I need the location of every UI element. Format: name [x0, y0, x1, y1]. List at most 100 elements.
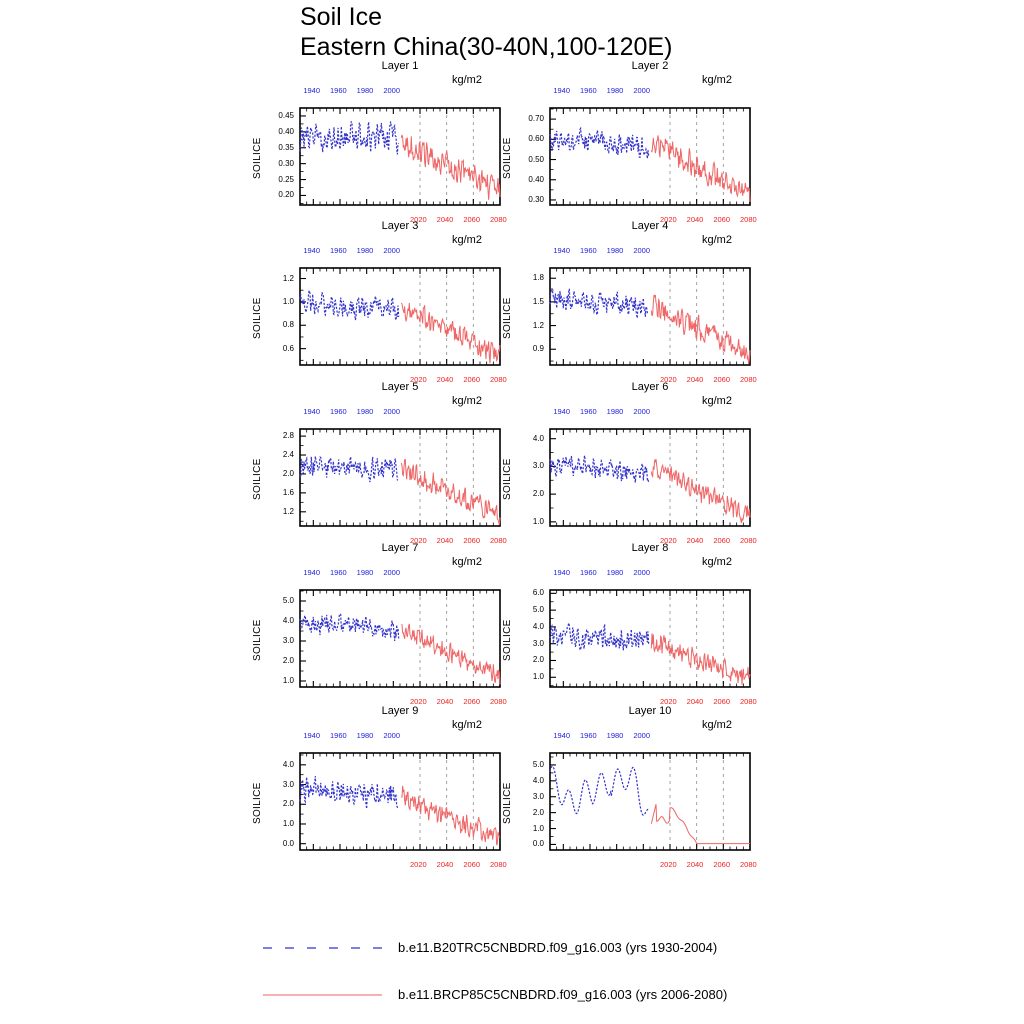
- y-axis-tick-label: 1.0: [532, 516, 544, 526]
- series-rcp85: [400, 458, 501, 526]
- units-label: kg/m2: [452, 556, 482, 568]
- y-axis-tick-label: 2.8: [282, 431, 294, 441]
- y-axis-tick-label: 0.45: [278, 110, 294, 120]
- bottom-axis-tick-label: 2080: [740, 375, 757, 384]
- bottom-axis-tick-label: 2060: [463, 215, 481, 224]
- y-axis-tick-label: 1.8: [532, 273, 544, 283]
- plot-area: [549, 589, 751, 688]
- y-axis-tick-label: 0.40: [278, 126, 294, 136]
- legend-label: b.e11.B20TRC5CNBDRD.f09_g16.003 (yrs 193…: [398, 940, 718, 955]
- y-axis-tick-label: 4.0: [532, 621, 544, 631]
- units-label: kg/m2: [702, 556, 732, 568]
- legend-line-sample: [263, 947, 382, 949]
- bottom-axis-tick-label: 2040: [686, 375, 704, 384]
- y-axis-tick-label: 3.0: [532, 638, 544, 648]
- top-axis-tick-label: 1980: [606, 86, 624, 95]
- panel-layer-8: Layer 8 kg/m2 SOILICE 1940 1960 1980 2000 2020 2…: [490, 542, 760, 717]
- top-axis-tick-label: 1980: [356, 246, 374, 255]
- y-axis-tick-label: 4.0: [532, 775, 544, 785]
- series-rcp85: [650, 135, 751, 202]
- legend-label: b.e11.BRCP85C5CNBDRD.f09_g16.003 (yrs 20…: [398, 987, 728, 1002]
- bottom-axis-tick-label: 2080: [740, 215, 757, 224]
- y-axis-tick-label: 2.0: [532, 489, 544, 499]
- bottom-axis-tick-label: 2060: [713, 860, 731, 869]
- y-axis-tick-label: 1.0: [282, 676, 294, 685]
- y-axis-tick-label: 1.0: [532, 823, 544, 833]
- top-axis-tick-label: 1980: [606, 246, 624, 255]
- series-historical: [299, 776, 400, 809]
- bottom-axis-tick-label: 2040: [436, 697, 454, 706]
- y-axis-tick-label: 3.0: [282, 779, 294, 789]
- bottom-axis-tick-label: 2060: [463, 860, 481, 869]
- y-axis-tick-label: 0.40: [528, 174, 544, 184]
- top-axis-tick-label: 2000: [383, 407, 401, 416]
- series-historical: [549, 765, 649, 816]
- panel-layer-9: Layer 9 kg/m2 SOILICE 1940 1960 1980 2000 2020 2…: [240, 705, 510, 880]
- y-axis-tick-label: 4.0: [282, 759, 294, 769]
- top-axis-tick-label: 1960: [580, 568, 597, 577]
- bottom-axis-tick-label: 2060: [463, 697, 481, 706]
- y-axis-tick-label: 0.6: [282, 343, 294, 353]
- top-axis-tick-label: 1980: [606, 731, 624, 740]
- units-label: kg/m2: [702, 395, 732, 407]
- bottom-axis-tick-label: 2040: [686, 536, 704, 545]
- units-label: kg/m2: [702, 74, 732, 86]
- bottom-axis-tick-label: 2080: [490, 375, 507, 384]
- y-axis-tick-label: 1.6: [282, 487, 294, 497]
- top-axis-tick-label: 1940: [303, 407, 321, 416]
- bottom-axis-tick-label: 2040: [686, 860, 704, 869]
- units-label: kg/m2: [452, 719, 482, 731]
- series-historical: [299, 612, 400, 641]
- panel-layer-1: Layer 1 kg/m2 SOILICE 1940 1960 1980 2000 2020 2…: [240, 60, 510, 235]
- y-axis-tick-label: 1.2: [532, 320, 544, 330]
- top-axis-tick-label: 2000: [383, 86, 401, 95]
- y-axis-label: SOILICE: [502, 781, 513, 824]
- legend-line-sample: [263, 994, 382, 996]
- bottom-axis-tick-label: 2040: [436, 215, 454, 224]
- panel-layer-2: Layer 2 kg/m2 SOILICE 1940 1960 1980 2000 2020 2…: [490, 60, 760, 235]
- plot-area: [299, 589, 501, 688]
- top-axis-tick-label: 1940: [553, 568, 571, 577]
- series-rcp85: [650, 294, 751, 365]
- top-axis-tick-label: 1980: [606, 568, 624, 577]
- y-axis-tick-label: 0.20: [278, 190, 294, 200]
- series-historical: [549, 288, 649, 319]
- plot-area: [549, 267, 751, 366]
- y-axis-tick-label: 0.35: [278, 142, 294, 152]
- bottom-axis-tick-label: 2060: [713, 536, 731, 545]
- y-axis-tick-label: 0.0: [532, 839, 544, 849]
- y-axis-tick-label: 4.0: [532, 433, 544, 443]
- top-axis-tick-label: 1940: [553, 246, 571, 255]
- y-axis-tick-label: 2.0: [282, 799, 294, 809]
- series-rcp85: [650, 804, 750, 845]
- y-axis-tick-label: 1.0: [282, 296, 294, 306]
- y-axis-tick-label: 0.8: [282, 320, 294, 330]
- top-axis-tick-label: 1980: [356, 86, 374, 95]
- y-axis-tick-label: 0.70: [528, 114, 544, 124]
- series-historical: [549, 455, 650, 484]
- bottom-axis-tick-label: 2020: [410, 697, 427, 706]
- bottom-axis-tick-label: 2060: [463, 536, 481, 545]
- y-axis-tick-label: 0.30: [278, 158, 294, 168]
- plot-area: [299, 428, 501, 527]
- top-axis-tick-label: 1980: [606, 407, 624, 416]
- panel-layer-10: Layer 10 kg/m2 SOILICE 1940 1960 1980 2000 2020…: [490, 705, 760, 880]
- panel-title: Layer 8: [631, 542, 669, 554]
- top-axis-tick-label: 1960: [330, 86, 347, 95]
- top-axis-tick-label: 1940: [303, 731, 321, 740]
- y-axis-tick-label: 3.0: [282, 636, 294, 645]
- y-axis-tick-label: 1.0: [282, 818, 294, 828]
- panel-title: Layer 4: [631, 220, 669, 232]
- series-rcp85: [401, 785, 501, 846]
- panel-title: Layer 10: [628, 705, 672, 717]
- top-axis-tick-label: 2000: [633, 407, 651, 416]
- top-axis-tick-label: 1980: [356, 407, 374, 416]
- bottom-axis-tick-label: 2040: [436, 536, 454, 545]
- bottom-axis-tick-label: 2020: [660, 536, 677, 545]
- bottom-axis-tick-label: 2040: [686, 215, 704, 224]
- top-axis-tick-label: 1960: [330, 731, 347, 740]
- y-axis-tick-label: 2.0: [532, 807, 544, 817]
- units-label: kg/m2: [452, 234, 482, 246]
- plot-area: [299, 267, 501, 366]
- bottom-axis-tick-label: 2080: [740, 536, 757, 545]
